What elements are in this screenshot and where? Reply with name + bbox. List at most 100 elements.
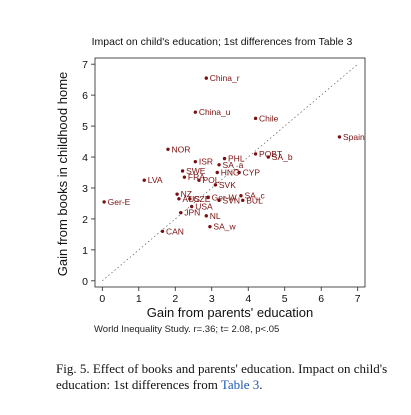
point-marker <box>160 229 165 233</box>
point-marker <box>253 152 258 156</box>
point-label: NL <box>210 211 221 221</box>
data-point: SA_a <box>217 160 244 170</box>
data-point: CAN <box>160 226 184 236</box>
x-tick-label: 6 <box>318 293 324 305</box>
plot-frame <box>94 57 366 288</box>
point-marker <box>175 192 179 196</box>
data-point: HNG <box>215 168 240 178</box>
point-label: Spain <box>343 132 365 142</box>
point-marker <box>337 135 342 139</box>
point-marker <box>215 170 219 175</box>
x-tick-label: 2 <box>172 293 178 305</box>
data-point: BUL <box>241 195 263 205</box>
point-label: CAN <box>166 226 184 236</box>
point-marker <box>197 178 201 182</box>
data-point: Ger-W <box>206 192 237 202</box>
point-label: SA_w <box>213 222 236 232</box>
data-point: ISR <box>193 157 213 167</box>
point-marker <box>193 110 198 114</box>
caption-table-link[interactable]: Table 3 <box>220 377 260 392</box>
data-point: SA_c <box>239 191 266 201</box>
x-tick-label: 7 <box>355 293 361 305</box>
data-point: SVK <box>213 180 236 190</box>
x-tick-label: 1 <box>136 293 142 305</box>
point-label: BUL <box>246 195 263 205</box>
data-point: Spain <box>337 132 365 142</box>
point-label: SA_a <box>223 160 244 170</box>
figure-caption: Fig. 5. Effect of books and parents' edu… <box>56 361 396 393</box>
point-label: SA_c <box>244 191 265 201</box>
point-marker <box>206 195 210 199</box>
point-label: SWE <box>186 166 206 176</box>
data-point: JPN <box>179 208 200 218</box>
point-marker <box>180 169 185 173</box>
point-label: FRA <box>188 172 205 182</box>
point-label: NZ <box>181 189 192 199</box>
point-marker <box>253 116 258 121</box>
x-tick-label: 3 <box>209 293 215 305</box>
point-marker <box>222 156 227 161</box>
point-marker <box>142 178 146 182</box>
data-point: FRA <box>182 172 205 182</box>
point-marker <box>179 211 183 215</box>
data-point: POL <box>197 175 220 185</box>
point-label: PHL <box>228 154 245 164</box>
data-point: China_r <box>204 73 240 83</box>
point-marker <box>213 183 218 187</box>
data-point: SVN <box>217 195 240 205</box>
data-point: CYP <box>237 168 260 178</box>
point-label: Ger-E <box>108 197 131 207</box>
point-marker <box>239 194 243 198</box>
point-label: CYP <box>243 168 261 178</box>
y-tick-label: 6 <box>82 90 88 102</box>
point-marker <box>241 198 245 203</box>
point-label: CZE <box>193 194 210 204</box>
y-tick-label: 3 <box>82 183 88 195</box>
point-marker <box>189 204 194 209</box>
x-tick-label: 4 <box>245 293 251 305</box>
data-point: China_u <box>193 107 231 117</box>
y-tick-label: 2 <box>82 214 88 226</box>
y-tick-label: 4 <box>82 152 88 164</box>
point-label: Ger-W <box>212 192 237 202</box>
point-label: ISR <box>199 157 213 167</box>
point-label: SA_b <box>272 152 293 162</box>
data-point: NL <box>204 211 221 221</box>
point-marker <box>237 170 241 175</box>
point-label: Chile <box>259 113 279 123</box>
caption-text-end: . <box>259 377 263 392</box>
point-marker <box>217 163 221 167</box>
point-label: NOR <box>171 144 190 154</box>
point-label: HNG <box>221 168 240 178</box>
footnote: World Inequality Study. r=.36; t= 2.08, … <box>94 324 280 335</box>
data-point: Ger-E <box>102 197 131 207</box>
point-marker <box>266 155 271 159</box>
y-axis-title: Gain from books in childhood home <box>55 72 70 277</box>
data-point: SWE <box>180 166 206 176</box>
point-marker <box>204 76 208 80</box>
point-label: China_r <box>210 73 240 83</box>
axes: 0 1 2 3 4 5 6 7 0 1 2 3 4 5 6 7 <box>82 57 366 305</box>
data-point: SA_w <box>208 222 236 232</box>
point-label: SVN <box>223 195 240 205</box>
point-label: USA <box>195 202 213 212</box>
y-tick-label: 5 <box>82 121 88 133</box>
point-label: LVA <box>148 175 163 185</box>
data-point: Chile <box>253 113 279 123</box>
x-axis-title: Gain from parents' education <box>147 305 314 320</box>
data-point: CZE <box>188 194 211 204</box>
point-label: SVK <box>219 180 236 190</box>
x-tick-label: 5 <box>282 293 288 305</box>
point-marker <box>166 147 170 151</box>
point-label: China_u <box>199 107 231 117</box>
data-point: NZ <box>175 189 192 199</box>
point-marker <box>208 224 212 229</box>
point-marker <box>204 214 208 218</box>
data-point: LVA <box>142 175 163 185</box>
caption-text: Fig. 5. Effect of books and parents' edu… <box>56 361 388 392</box>
point-marker <box>188 197 192 201</box>
x-tick-label: 0 <box>99 293 105 305</box>
data-point: USA <box>189 202 213 212</box>
